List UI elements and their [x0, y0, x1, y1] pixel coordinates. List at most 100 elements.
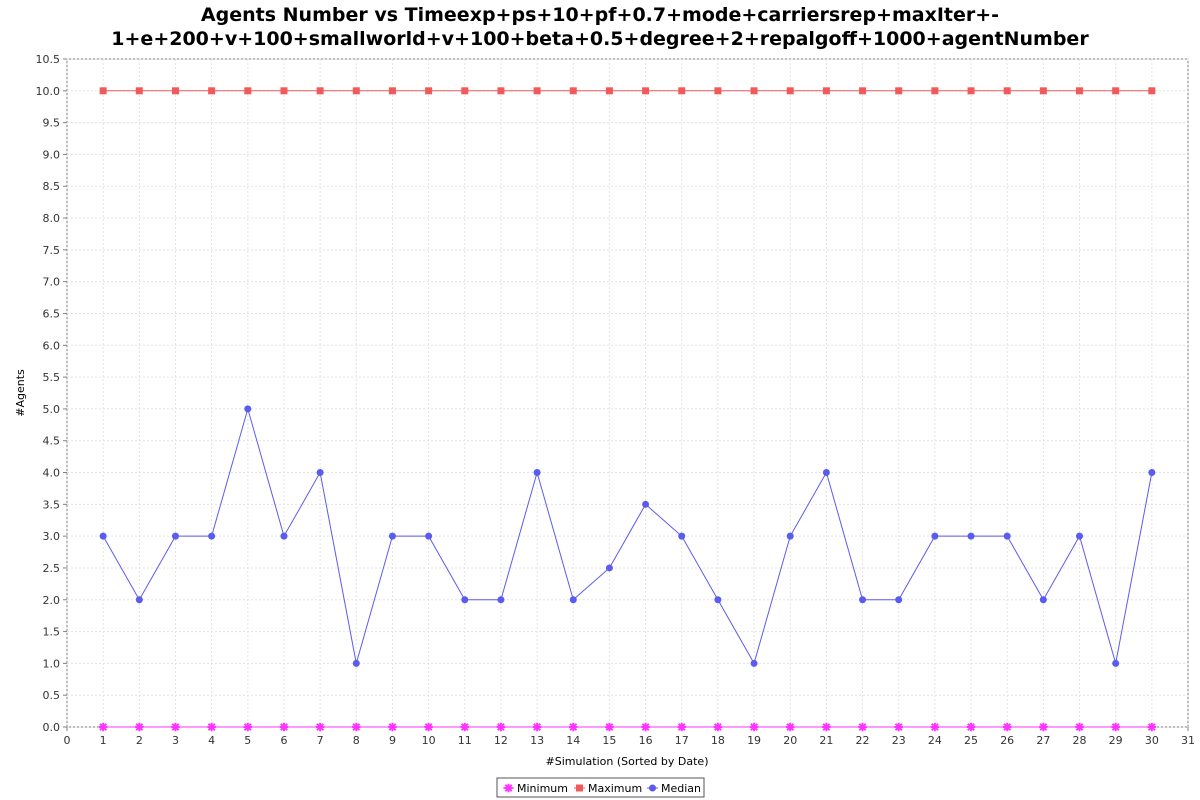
data-point-median	[967, 532, 975, 540]
x-tick-label: 7	[317, 734, 324, 747]
y-tick-label: 7.5	[43, 244, 61, 257]
data-point-median	[388, 532, 396, 540]
data-point-median	[244, 405, 252, 413]
legend-marker-median	[649, 784, 656, 792]
y-tick-label: 0.0	[43, 721, 61, 734]
y-tick-label: 6.0	[43, 339, 61, 352]
y-tick-label: 7.0	[43, 276, 61, 289]
x-tick-label: 17	[675, 734, 689, 747]
data-point-maximum	[352, 87, 360, 95]
y-tick-label: 8.5	[43, 180, 61, 193]
data-point-median	[642, 500, 650, 508]
x-axis-ticks: 0 1 2 3 4 5 6 7 8 9 10 11 12 13 14 15 16 17 18 19 20 21 22 23 24…	[64, 727, 1195, 747]
data-point-maximum	[859, 87, 867, 95]
legend-marker-minimum	[504, 783, 513, 793]
data-point-median	[135, 596, 143, 604]
legend-marker-maximum	[576, 784, 583, 792]
x-tick-label: 1	[100, 734, 107, 747]
data-point-minimum	[424, 722, 433, 732]
data-point-minimum	[894, 722, 903, 732]
x-tick-label: 27	[1036, 734, 1050, 747]
data-point-minimum	[1002, 722, 1012, 732]
x-axis-label: #Simulation (Sorted by Date)	[546, 755, 709, 768]
data-point-minimum	[641, 722, 650, 732]
x-tick-label: 26	[1000, 734, 1014, 747]
data-point-minimum	[1039, 722, 1048, 732]
data-point-minimum	[966, 722, 976, 732]
data-point-maximum	[1039, 87, 1047, 95]
data-point-median	[497, 596, 505, 604]
y-tick-label: 2.5	[43, 562, 61, 575]
x-tick-label: 18	[711, 734, 725, 747]
data-point-median	[425, 532, 433, 540]
y-tick-label: 4.5	[43, 435, 61, 448]
data-point-minimum	[677, 722, 686, 732]
x-tick-label: 28	[1073, 734, 1087, 747]
x-tick-label: 30	[1145, 734, 1159, 747]
data-point-median	[99, 532, 107, 540]
legend-label-maximum: Maximum	[588, 782, 642, 795]
data-point-maximum	[1112, 87, 1120, 95]
data-point-minimum	[135, 722, 144, 732]
chart-title-line-1: Agents Number vs Timeexp+ps+10+pf+0.7+mo…	[201, 4, 999, 26]
data-point-maximum	[822, 87, 830, 95]
x-tick-label: 20	[783, 734, 797, 747]
x-tick-label: 16	[639, 734, 653, 747]
data-point-maximum	[967, 87, 975, 95]
data-point-minimum	[1111, 722, 1120, 732]
data-point-median	[316, 469, 324, 477]
data-point-median	[678, 532, 686, 540]
data-point-median	[605, 564, 613, 572]
data-point-minimum	[352, 722, 361, 732]
data-point-median	[895, 596, 903, 604]
x-tick-label: 11	[458, 734, 472, 747]
data-point-minimum	[98, 722, 108, 732]
data-point-minimum	[171, 722, 180, 732]
y-tick-label: 1.5	[43, 626, 61, 639]
data-point-median	[569, 596, 577, 604]
x-tick-label: 24	[928, 734, 942, 747]
data-point-median	[533, 469, 541, 477]
data-point-maximum	[678, 87, 686, 95]
data-point-minimum	[930, 722, 940, 732]
x-tick-label: 3	[172, 734, 179, 747]
x-tick-label: 4	[208, 734, 215, 747]
data-point-maximum	[1148, 87, 1156, 95]
data-point-median	[714, 596, 722, 604]
data-point-minimum	[388, 722, 397, 732]
x-tick-label: 6	[280, 734, 287, 747]
y-axis-ticks: 0.0 0.5 1.0 1.5 2.0 2.5 3.0 3.5 4.0 4.5 5.0 5.5 6.0 6…	[36, 53, 67, 734]
x-tick-label: 19	[747, 734, 761, 747]
data-point-median	[822, 469, 830, 477]
y-tick-label: 1.0	[43, 657, 61, 670]
data-point-minimum	[460, 722, 469, 732]
data-point-maximum	[605, 87, 613, 95]
data-point-maximum	[316, 87, 324, 95]
chart-title-line-2: 1+e+200+v+100+smallworld+v+100+beta+0.5+…	[111, 28, 1089, 50]
legend-label-median: Median	[661, 782, 701, 795]
data-point-maximum	[750, 87, 758, 95]
data-point-median	[1148, 469, 1156, 477]
data-point-minimum	[1075, 722, 1084, 732]
data-point-minimum	[279, 722, 289, 732]
x-tick-label: 8	[353, 734, 360, 747]
data-point-minimum	[749, 722, 759, 732]
y-tick-label: 6.5	[43, 307, 61, 320]
series-line-median	[102, 407, 1153, 665]
data-point-maximum	[497, 87, 505, 95]
data-point-median	[786, 532, 794, 540]
y-tick-label: 10.5	[36, 53, 61, 66]
y-tick-label: 5.0	[43, 403, 61, 416]
y-tick-label: 0.5	[43, 689, 61, 702]
data-point-minimum	[569, 722, 578, 732]
data-point-maximum	[244, 87, 252, 95]
x-tick-label: 9	[389, 734, 396, 747]
y-tick-label: 10.0	[36, 85, 61, 98]
legend-box	[496, 777, 705, 798]
x-tick-label: 14	[566, 734, 580, 747]
data-point-maximum	[786, 87, 794, 95]
data-point-maximum	[714, 87, 722, 95]
legend: Minimum Maximum Median	[503, 782, 701, 795]
data-point-minimum	[605, 722, 614, 732]
